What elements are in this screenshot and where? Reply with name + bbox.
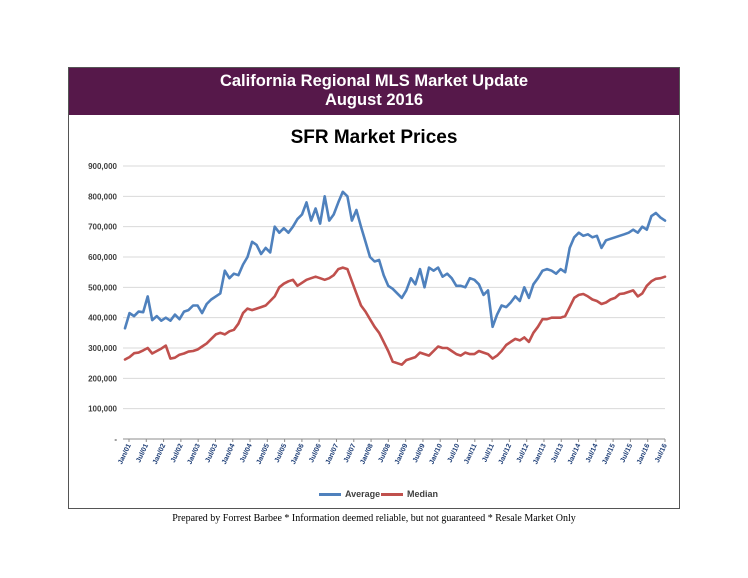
x-tick-label: Jan/15 <box>601 443 617 466</box>
x-tick-label: Jul/09 <box>412 443 427 464</box>
x-tick-label: Jan/01 <box>117 443 133 466</box>
y-tick-label: 700,000 <box>88 223 117 232</box>
series-line-median <box>123 266 667 367</box>
x-tick-label: Jul/08 <box>377 443 392 464</box>
line-chart: - 100,000 200,000 300,000 400,000 500,000 600,… <box>88 162 669 466</box>
x-tick-label: Jan/10 <box>428 443 444 466</box>
legend-median-swatch <box>381 493 403 497</box>
x-tick-label: Jul/06 <box>308 443 323 464</box>
x-tick-label: Jan/07 <box>325 443 341 466</box>
x-tick-label: Jan/12 <box>498 443 514 466</box>
x-tick-label: Jul/02 <box>170 443 185 464</box>
y-tick-label: 200,000 <box>88 374 117 383</box>
x-tick-label: Jul/16 <box>654 443 669 464</box>
y-tick-label: 600,000 <box>88 253 117 262</box>
banner-subtitle: August 2016 <box>324 91 424 109</box>
legend-average-label: Average <box>345 489 381 499</box>
x-tick-label: Jul/15 <box>619 443 634 464</box>
y-tick-label: 800,000 <box>88 192 117 201</box>
header-banner: California Regional MLS Market Update Au… <box>69 68 679 115</box>
chart-title: SFR Market Prices <box>290 127 458 148</box>
x-tick-label: Jul/14 <box>585 443 600 464</box>
y-tick-label: 900,000 <box>88 162 117 171</box>
x-tick-label: Jan/08 <box>359 443 375 466</box>
x-tick-label: Jan/13 <box>532 443 548 466</box>
report-frame: California Regional MLS Market Update Au… <box>68 67 680 509</box>
footer-note: Prepared by Forrest Barbee * Information… <box>172 513 576 524</box>
x-tick-label: Jul/07 <box>343 443 358 464</box>
legend-median-label: Median <box>407 489 439 499</box>
x-tick-label: Jul/05 <box>274 443 289 464</box>
x-tick-label: Jan/05 <box>256 443 272 466</box>
legend-median: Median <box>381 489 438 499</box>
x-tick-label: Jul/13 <box>550 443 565 464</box>
series-line-average <box>123 190 667 330</box>
x-tick-label: Jul/04 <box>239 443 254 464</box>
y-tick-label: 500,000 <box>88 283 117 292</box>
x-tick-label: Jul/11 <box>481 443 496 464</box>
x-tick-label: Jan/11 <box>463 443 478 465</box>
x-tick-label: Jan/16 <box>636 443 652 466</box>
y-tick-label: 400,000 <box>88 314 117 323</box>
x-tick-label: Jul/10 <box>447 443 462 464</box>
x-tick-label: Jan/03 <box>186 443 202 466</box>
y-tick-label: - <box>114 435 117 444</box>
x-tick-label: Jan/09 <box>394 443 410 466</box>
banner-title: California Regional MLS Market Update <box>219 72 529 90</box>
x-tick-label: Jan/14 <box>567 443 583 466</box>
legend-average: Average <box>319 489 380 499</box>
x-tick-label: Jan/06 <box>290 443 306 466</box>
legend-average-swatch <box>319 493 341 497</box>
x-tick-label: Jul/12 <box>516 443 531 464</box>
x-tick-label: Jul/03 <box>205 443 220 464</box>
y-tick-label: 100,000 <box>88 405 117 414</box>
x-tick-label: Jan/02 <box>152 443 168 466</box>
x-tick-label: Jan/04 <box>221 443 237 466</box>
x-tick-label: Jul/01 <box>135 443 150 464</box>
y-tick-label: 300,000 <box>88 344 117 353</box>
